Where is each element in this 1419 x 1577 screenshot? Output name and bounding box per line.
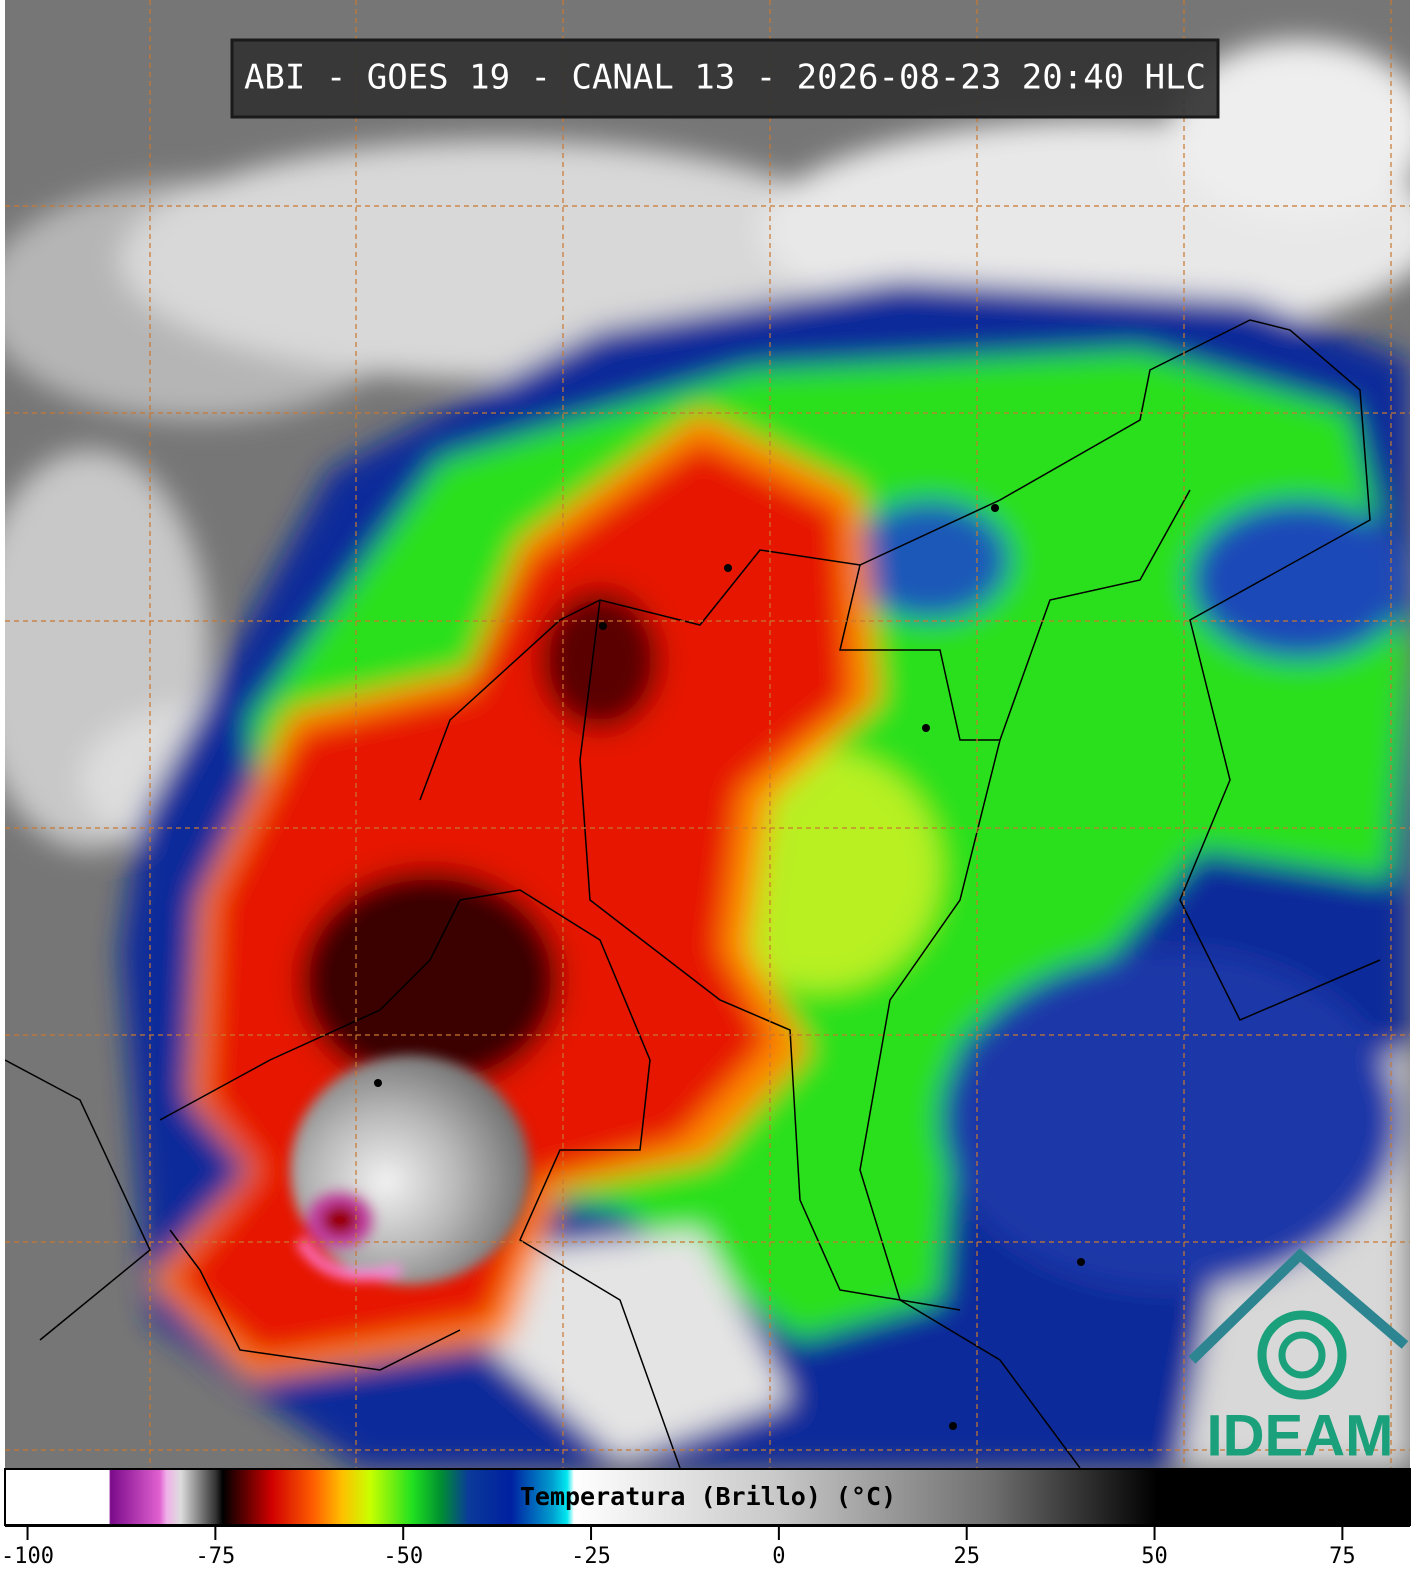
tick-label: -75 bbox=[195, 1544, 235, 1569]
tick-label: 75 bbox=[1329, 1544, 1356, 1569]
title-box bbox=[230, 38, 1220, 119]
colorbar-label: Temperatura (Brillo) (°C) bbox=[520, 1482, 896, 1511]
imagery bbox=[5, 0, 1410, 1468]
tick-label: -100 bbox=[1, 1544, 54, 1569]
tick-label: -50 bbox=[383, 1544, 423, 1569]
cities bbox=[374, 504, 1085, 1430]
tick-label: -25 bbox=[571, 1544, 611, 1569]
logo-text: IDEAM bbox=[1207, 1403, 1394, 1468]
tick-label: 25 bbox=[953, 1544, 980, 1569]
title: ABI - GOES 19 - CANAL 13 - 2026-08-23 20… bbox=[244, 58, 1206, 98]
graticule bbox=[5, 0, 1410, 1468]
borders bbox=[5, 319, 1381, 1468]
logo: IDEAM bbox=[1188, 1248, 1409, 1468]
colorbar bbox=[4, 1468, 1411, 1526]
tick-label: 50 bbox=[1141, 1544, 1168, 1569]
tick-label: 0 bbox=[772, 1544, 785, 1569]
